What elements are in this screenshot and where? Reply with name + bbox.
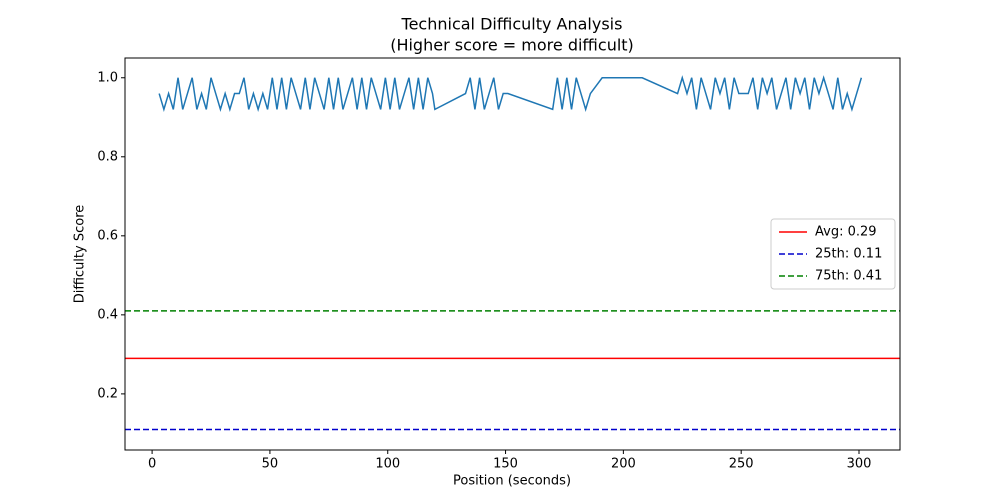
- x-tick-label: 250: [729, 457, 754, 472]
- chart-title: Technical Difficulty Analysis: [401, 15, 623, 34]
- legend-label: Avg: 0.29: [815, 225, 877, 240]
- x-tick-label: 300: [847, 457, 872, 472]
- y-tick-label: 1.0: [97, 70, 118, 85]
- y-tick-label: 0.6: [97, 228, 118, 243]
- x-tick-label: 100: [375, 457, 400, 472]
- x-tick-label: 50: [262, 457, 279, 472]
- legend-label: 75th: 0.41: [815, 269, 882, 284]
- x-tick-label: 150: [493, 457, 518, 472]
- x-tick-label: 0: [148, 457, 156, 472]
- legend-label: 25th: 0.11: [815, 247, 882, 262]
- y-tick-label: 0.2: [97, 386, 118, 401]
- data-line: [158, 75, 863, 112]
- x-axis-label: Position (seconds): [453, 474, 571, 489]
- x-tick-label: 200: [611, 457, 636, 472]
- chart-subtitle: (Higher score = more difficult): [390, 36, 634, 55]
- legend-box: [770, 218, 896, 290]
- y-tick-label: 0.8: [97, 149, 118, 164]
- plot-frame: [124, 57, 901, 451]
- y-axis-label: Difficulty Score: [73, 205, 88, 304]
- y-tick-label: 0.4: [97, 307, 118, 322]
